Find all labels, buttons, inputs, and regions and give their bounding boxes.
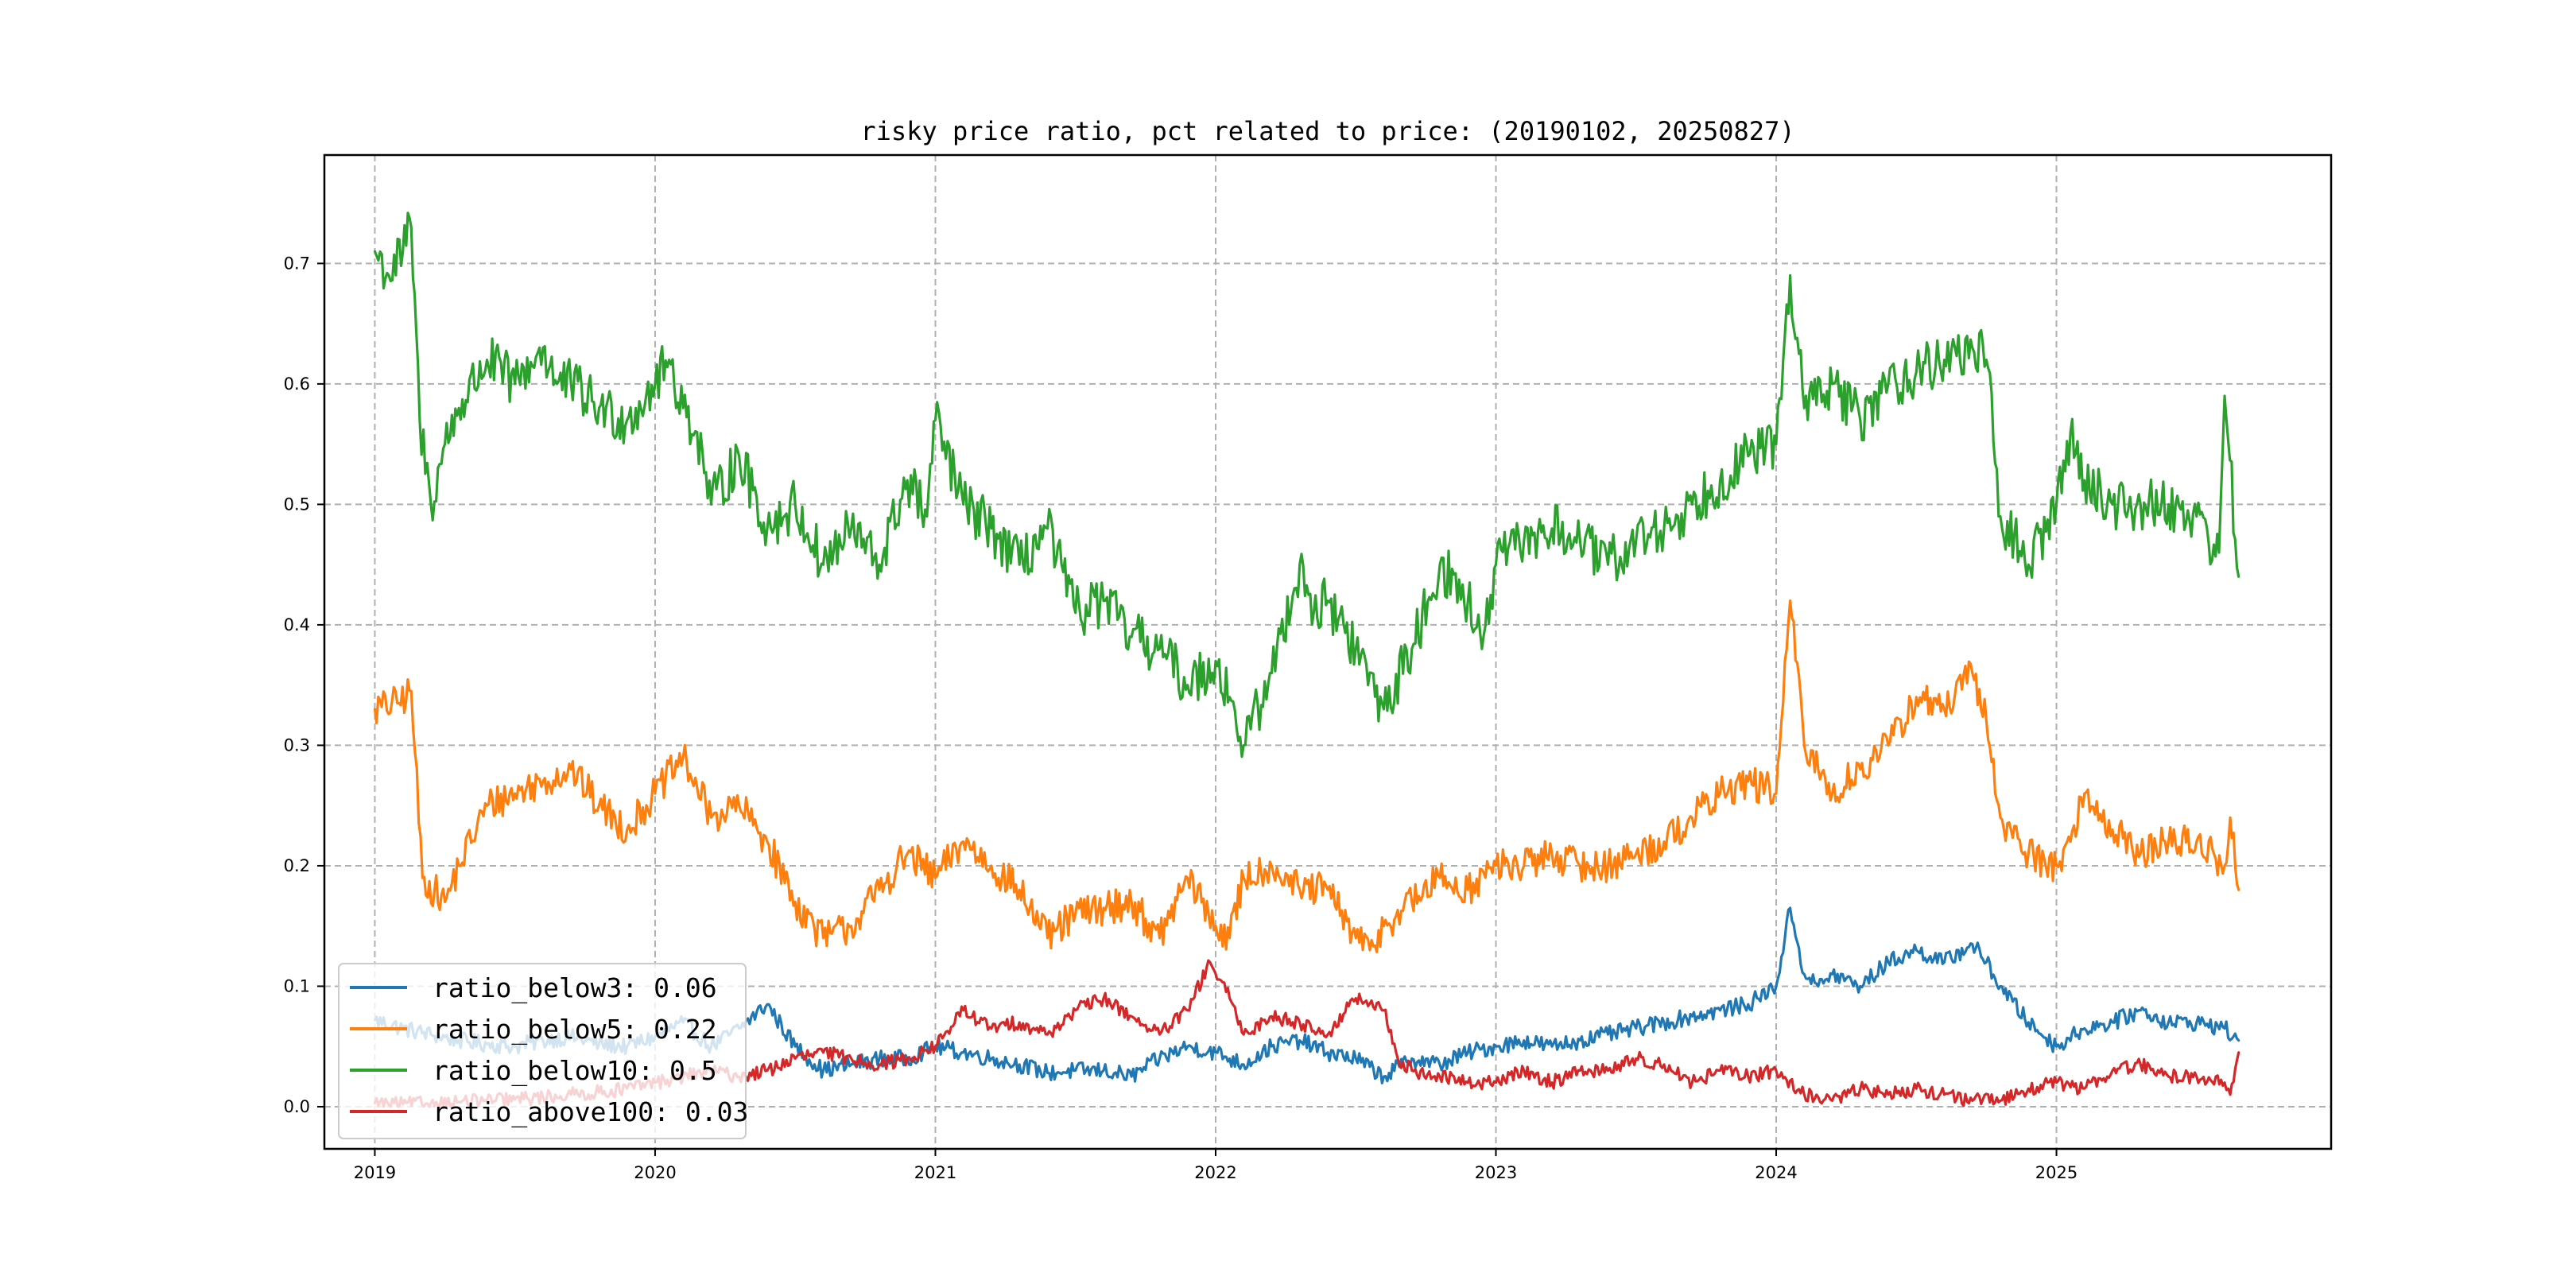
y-tick-label: 0.3 [284,735,310,755]
chart-title: risky price ratio, pct related to price:… [860,116,1794,146]
y-tick-label: 0.7 [284,254,310,273]
x-tick-label: 2023 [1475,1163,1517,1182]
series-line-ratio_below10 [373,211,2240,758]
x-tick-label: 2025 [2035,1163,2077,1182]
legend-label-ratio_above100: ratio_above100: 0.03 [433,1096,748,1128]
y-tick-label: 0.4 [284,615,310,634]
legend-label-ratio_below3: ratio_below3: 0.06 [433,972,717,1004]
y-tick-label: 0.5 [284,495,310,514]
y-tick-label: 0.2 [284,856,310,875]
legend-box [338,963,747,1139]
x-tick-label: 2024 [1755,1163,1797,1182]
axis-ticks: 2019 2020 2021 2022 2023 2024 2025 0.0 0.1 0.2 0.3… [284,254,2078,1182]
x-tick-label: 2019 [354,1163,396,1182]
x-tick-label: 2020 [634,1163,676,1182]
plot-area-frame [323,153,2333,1150]
legend-label-ratio_below10: ratio_below10: 0.5 [433,1055,717,1087]
y-tick-label: 0.6 [284,374,310,394]
legend: ratio_below3: 0.06 ratio_below5: 0.22 rati… [338,963,748,1139]
y-tick-label: 0.0 [284,1097,310,1116]
x-tick-label: 2022 [1194,1163,1236,1182]
series-line-ratio_below5 [373,599,2240,953]
x-tick-label: 2021 [914,1163,956,1182]
y-tick-label: 0.1 [284,976,310,995]
legend-label-ratio_below5: ratio_below5: 0.22 [433,1014,717,1046]
